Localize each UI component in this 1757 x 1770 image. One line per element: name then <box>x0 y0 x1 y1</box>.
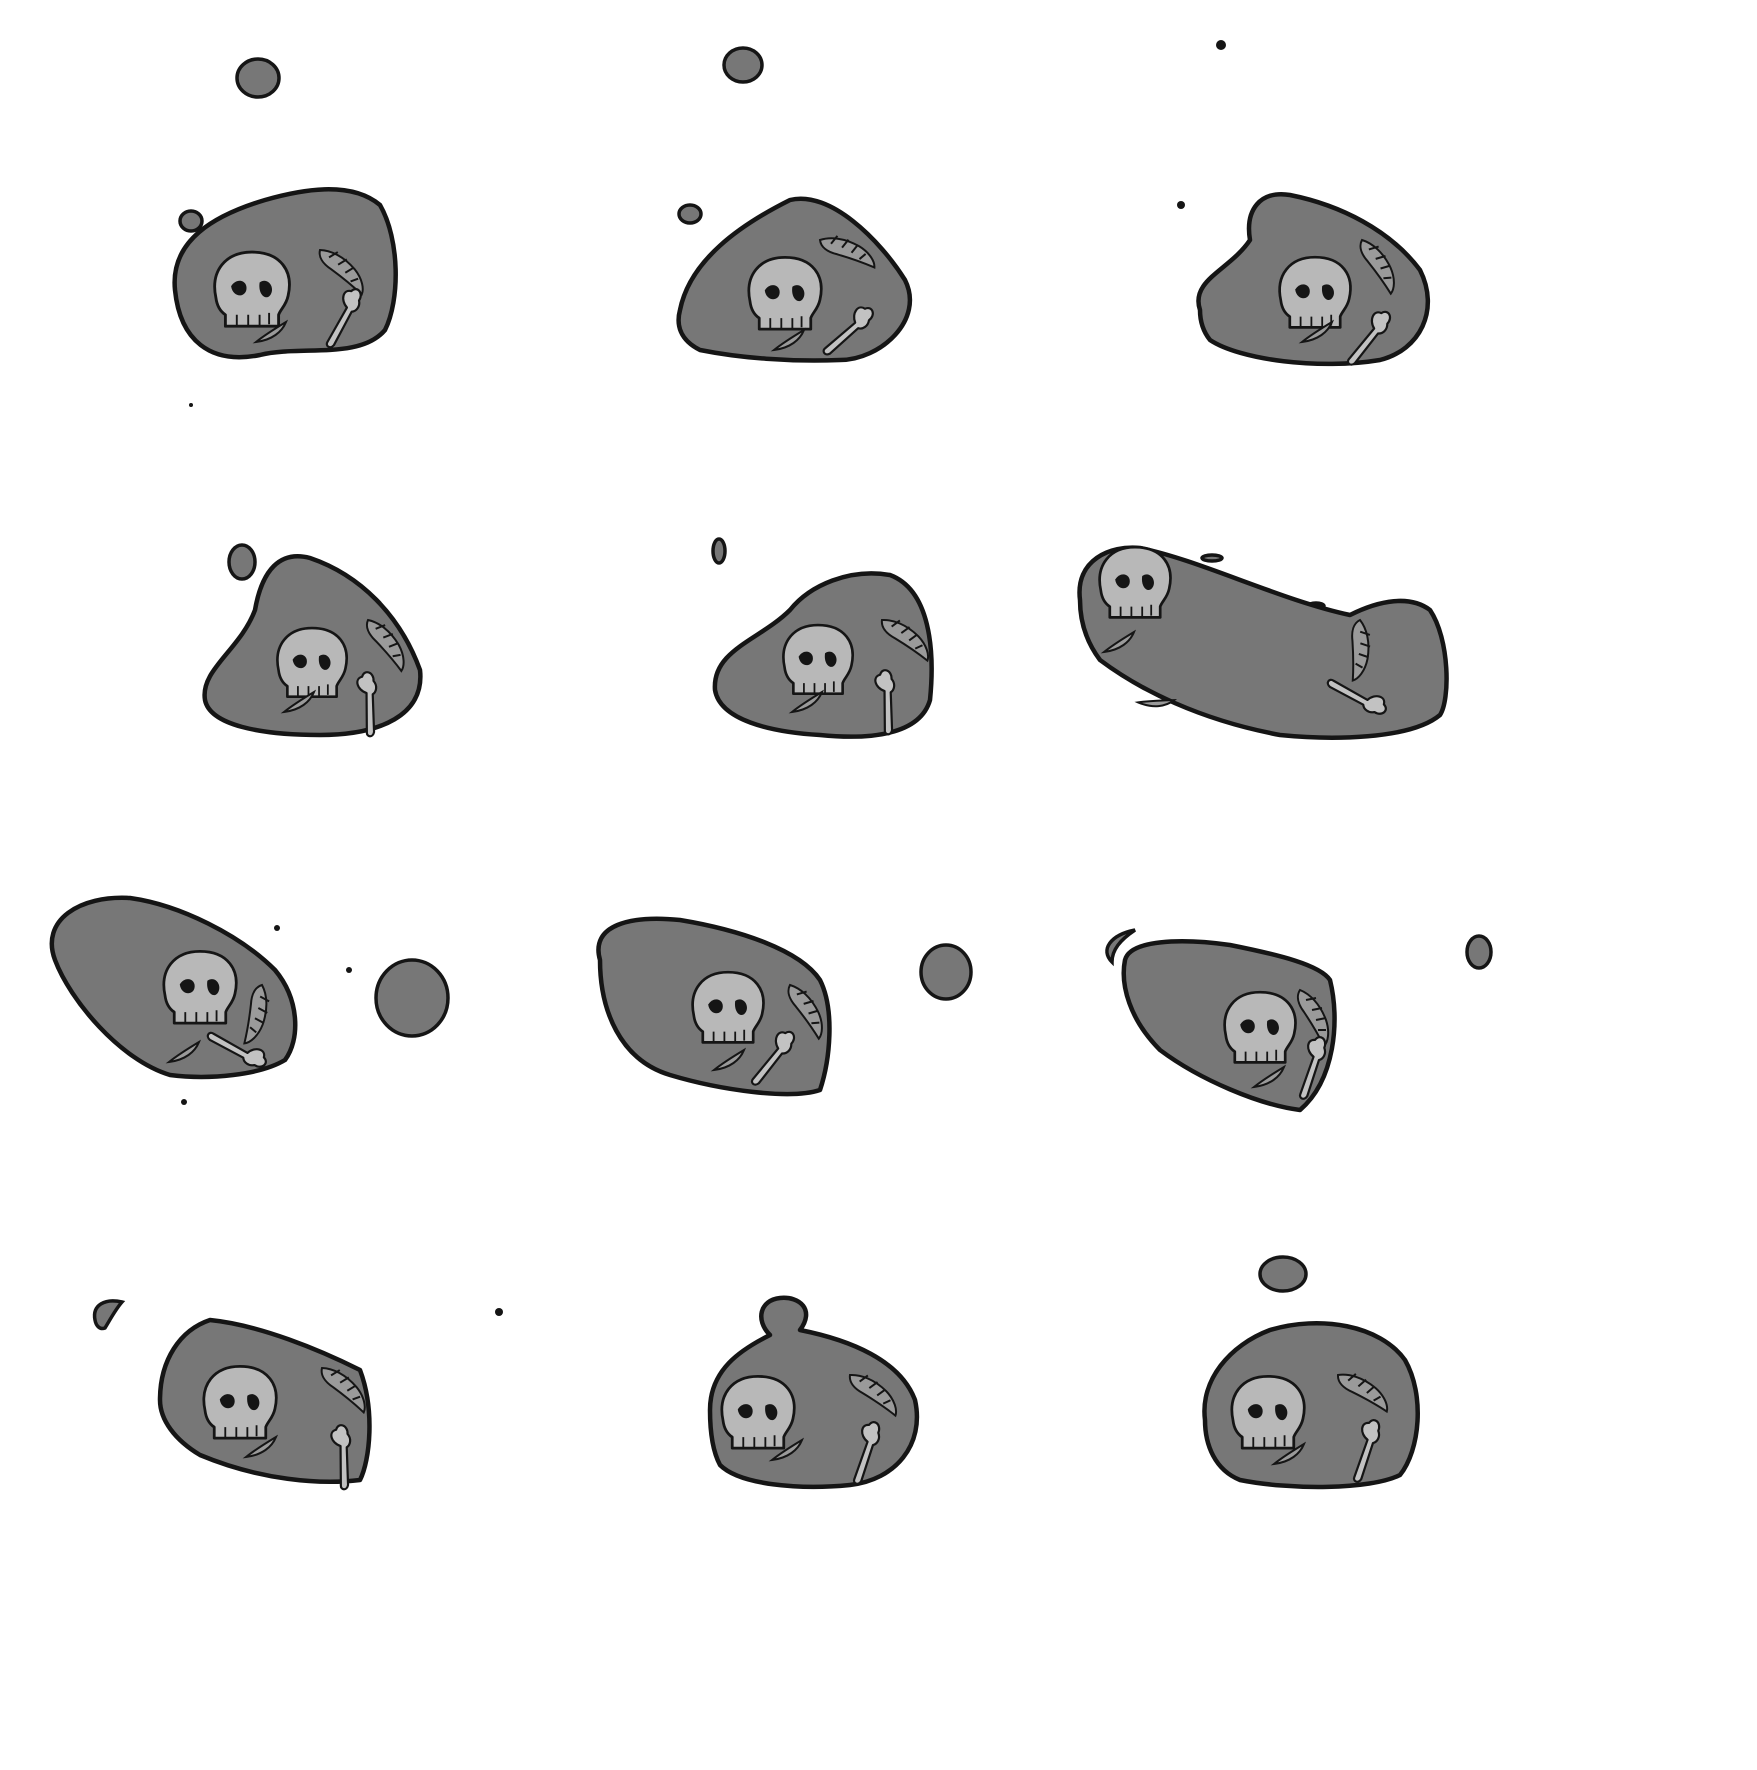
frame-3 <box>1177 40 1431 367</box>
frame-10 <box>92 1299 503 1492</box>
frame-8 <box>596 916 973 1097</box>
frame-7 <box>49 895 450 1105</box>
frame-12 <box>1202 1255 1420 1490</box>
frame-4 <box>202 543 423 739</box>
frame-1 <box>172 57 398 407</box>
frame-11 <box>707 1295 920 1490</box>
frame-6 <box>1077 545 1449 740</box>
frame-5 <box>711 537 934 739</box>
frame-2 <box>676 46 913 363</box>
frame-9 <box>1105 928 1493 1113</box>
